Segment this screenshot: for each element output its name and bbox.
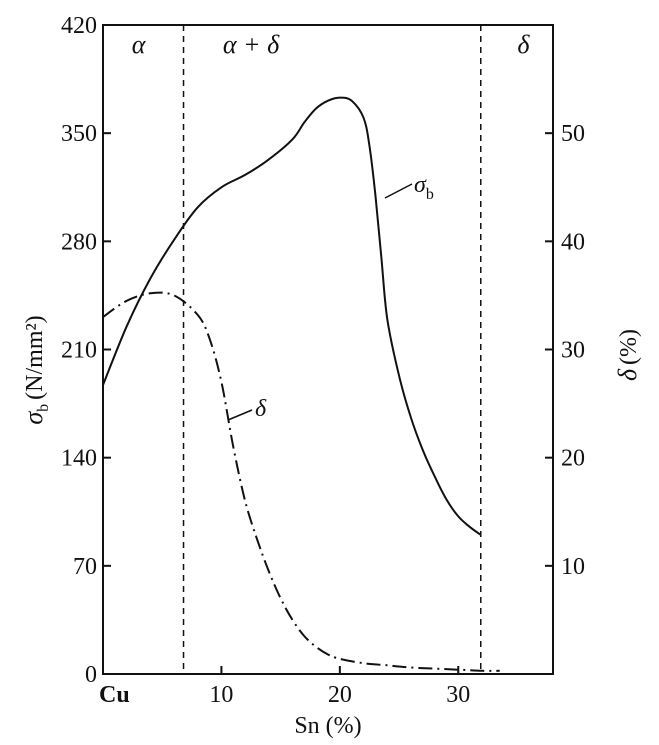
right-axis-label-main: δ <box>613 368 642 381</box>
phase-label-0: α <box>132 30 147 59</box>
sigma-b-curve-label-main: σ <box>414 172 427 198</box>
delta-curve-label: δ <box>255 396 267 422</box>
left-axis-ticks: 0 70 140 210 280 350 420 <box>61 13 111 688</box>
right-axis-label-unit: (%) <box>616 329 642 365</box>
left-tick-label-2: 140 <box>61 446 97 472</box>
left-tick-label-4: 280 <box>61 229 97 255</box>
x-tick-label-0: Cu <box>99 682 130 708</box>
right-tick-label-3: 40 <box>561 229 585 255</box>
x-axis-label: Sn (%) <box>294 713 361 739</box>
right-tick-label-2: 30 <box>561 338 585 364</box>
left-axis-label-sub: b <box>35 404 52 412</box>
left-tick-label-6: 420 <box>61 13 97 39</box>
right-tick-label-4: 50 <box>561 121 585 147</box>
phase-label-2: δ <box>517 30 530 59</box>
right-tick-label-0: 10 <box>561 554 585 580</box>
left-axis-label-unit: (N/mm²) <box>22 315 48 400</box>
x-axis-ticks: Cu 10 20 30 <box>99 666 470 708</box>
delta-curve <box>102 291 500 672</box>
delta-label-leader <box>227 409 253 421</box>
left-axis-label-main: σ <box>19 411 48 425</box>
right-tick-label-1: 20 <box>561 446 585 472</box>
x-tick-label-3: 30 <box>446 682 470 708</box>
phase-boundaries <box>182 25 482 674</box>
sigma-b-label-leader <box>384 183 413 199</box>
right-axis-ticks: 10 20 30 40 50 <box>545 121 585 580</box>
left-tick-label-1: 70 <box>73 554 97 580</box>
x-tick-label-1: 10 <box>209 682 233 708</box>
sigma-b-curve <box>102 96 482 536</box>
sigma-b-curve-label: σb <box>414 172 434 203</box>
right-axis-label: δ (%) <box>613 329 642 381</box>
sigma-b-curve-label-sub: b <box>426 186 434 203</box>
left-tick-label-3: 210 <box>61 338 97 364</box>
phase-label-1: α + δ <box>223 30 280 59</box>
plot-frame <box>102 24 554 675</box>
x-tick-label-2: 20 <box>328 682 352 708</box>
left-axis-label: σb (N/mm²) <box>19 315 52 424</box>
series-lines <box>102 96 500 672</box>
left-tick-label-0: 0 <box>85 662 97 688</box>
phase-labels: α α + δ δ <box>132 30 531 59</box>
left-tick-label-5: 350 <box>61 121 97 147</box>
